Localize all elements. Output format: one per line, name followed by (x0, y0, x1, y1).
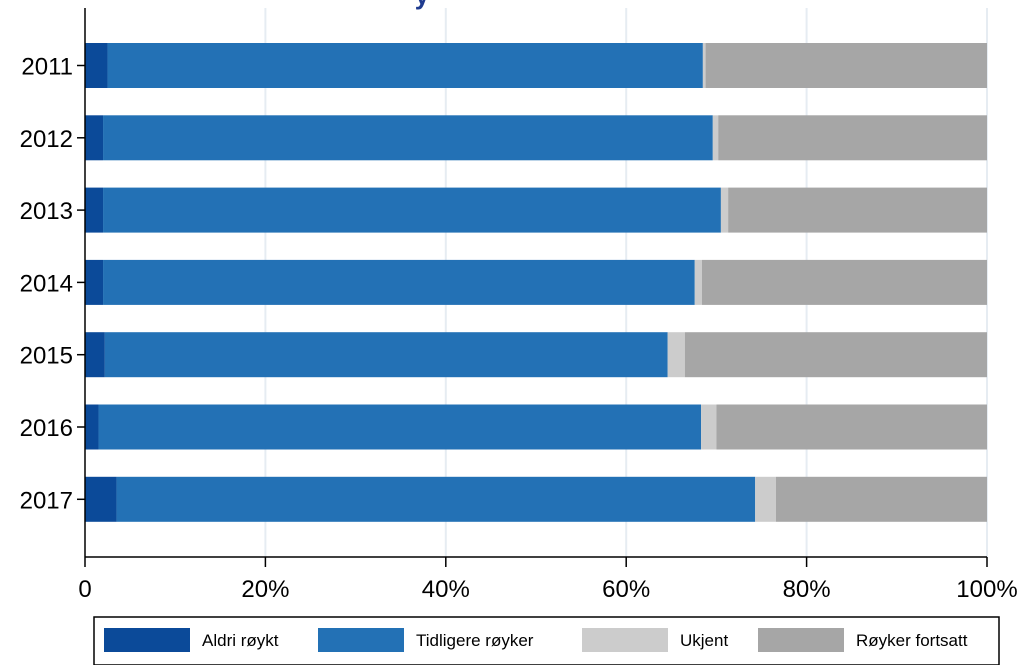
bar-segment (85, 43, 108, 88)
y-tick-label: 2017 (20, 487, 73, 514)
y-tick-label: 2013 (20, 198, 73, 225)
bar-segment (85, 259, 104, 305)
bar-segment (107, 43, 703, 88)
legend-label: Ukjent (680, 631, 728, 650)
bar-segment (775, 476, 987, 522)
bar-segment (720, 187, 729, 233)
bar-segment (104, 332, 668, 378)
bar-segment (755, 476, 776, 522)
bar-segment (712, 115, 719, 161)
bar-segment (701, 259, 987, 305)
legend-swatch (758, 628, 844, 652)
x-tick-label: 20% (241, 576, 289, 603)
bar-segment (701, 404, 717, 450)
bar-segment (103, 259, 695, 305)
bar-segment (718, 115, 987, 161)
bar-segment (85, 404, 99, 450)
bar-segment (716, 404, 987, 450)
bar-segment (728, 187, 987, 233)
x-tick-labels: 0 20% 40% 60% 80% 100% (78, 576, 1017, 603)
x-tick-label: 80% (783, 576, 831, 603)
bar-segment (694, 259, 702, 305)
legend-swatch (582, 628, 668, 652)
y-tick-labels: 2011 2012 2013 2014 2015 2016 2017 (20, 54, 73, 515)
bar-segment (85, 115, 104, 161)
legend-swatch (318, 628, 404, 652)
legend-label: Aldri røykt (202, 631, 279, 650)
bars-group (85, 43, 987, 522)
y-tick-label: 2012 (20, 126, 73, 153)
axes-group (77, 8, 988, 567)
bar-segment (705, 43, 987, 88)
legend-box (93, 616, 1000, 665)
bar-segment (667, 332, 685, 378)
x-tick-label: 0 (78, 576, 91, 603)
bar-segment (85, 187, 104, 233)
bar-segment (98, 404, 702, 450)
y-tick-label: 2014 (20, 270, 73, 297)
legend-swatch (104, 628, 190, 652)
x-tick-label: 60% (602, 576, 650, 603)
legend-label: Røyker fortsatt (856, 631, 968, 650)
bar-segment (103, 187, 721, 233)
bar-segment (103, 115, 713, 161)
y-tick-label: 2016 (20, 415, 73, 442)
legend: Aldri røykt Tidligere røyker Ukjent Røyker … (93, 616, 1000, 665)
y-tick-label: 2011 (21, 54, 73, 81)
legend-label: Tidligere røyker (416, 631, 534, 650)
bar-segment (702, 43, 706, 88)
bar-segment (684, 332, 987, 378)
bar-segment (116, 476, 756, 522)
bar-segment (85, 332, 105, 378)
x-tick-label: 40% (422, 576, 470, 603)
bar-segment (85, 476, 117, 522)
chart-title-fragment: y (415, 0, 430, 10)
x-tick-label: 100% (956, 576, 1017, 603)
y-tick-label: 2015 (20, 343, 73, 370)
